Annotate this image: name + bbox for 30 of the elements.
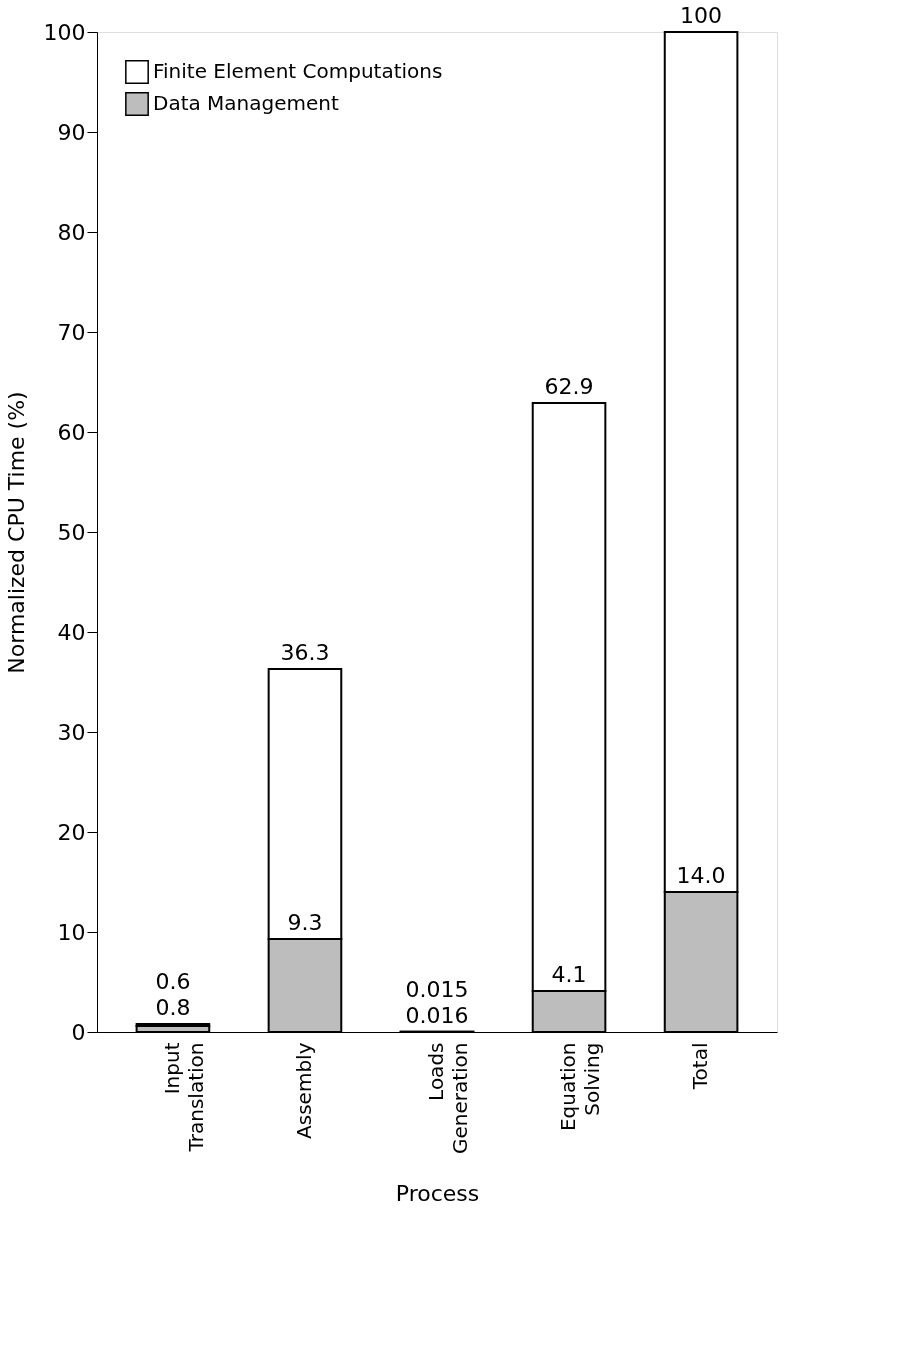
y-tick-label: 30 xyxy=(57,719,86,745)
total-label: 0.016 xyxy=(405,1002,469,1028)
y-tick-label: 80 xyxy=(57,219,86,245)
y-tick-label: 100 xyxy=(43,19,86,45)
y-tick-label: 70 xyxy=(57,319,86,345)
y-axis-title: Normalized CPU Time (%) xyxy=(3,391,29,674)
data-label: 4.1 xyxy=(551,962,587,987)
data-label: 14.0 xyxy=(676,863,726,888)
total-label: 62.9 xyxy=(544,374,594,399)
y-tick-label: 20 xyxy=(57,819,86,845)
y-tick-label: 0 xyxy=(71,1019,86,1045)
y-tick-label: 10 xyxy=(57,919,86,945)
x-tick-label: Equation Solving xyxy=(556,1042,605,1132)
y-tick-label: 50 xyxy=(57,519,86,545)
data-label: 0.015 xyxy=(405,976,469,1002)
x-tick-label: Input Translation xyxy=(159,1042,208,1153)
y-tick-label: 40 xyxy=(57,619,86,645)
total-label: 100 xyxy=(680,3,723,28)
data-label: 9.3 xyxy=(287,910,323,935)
data-label: 0.6 xyxy=(155,969,191,994)
x-tick-label: Assembly xyxy=(291,1042,316,1139)
y-tick-label: 90 xyxy=(57,119,86,145)
x-tick-label: Total xyxy=(688,1042,713,1091)
y-tick-label: 60 xyxy=(57,419,86,445)
total-label: 36.3 xyxy=(280,640,330,665)
legend-label: Data Management xyxy=(153,91,340,115)
x-axis-title: Process xyxy=(395,1181,480,1207)
total-label: 0.8 xyxy=(155,995,191,1020)
x-tick-label: Loads Generation xyxy=(424,1042,472,1155)
legend-label: Finite Element Computations xyxy=(153,59,443,83)
